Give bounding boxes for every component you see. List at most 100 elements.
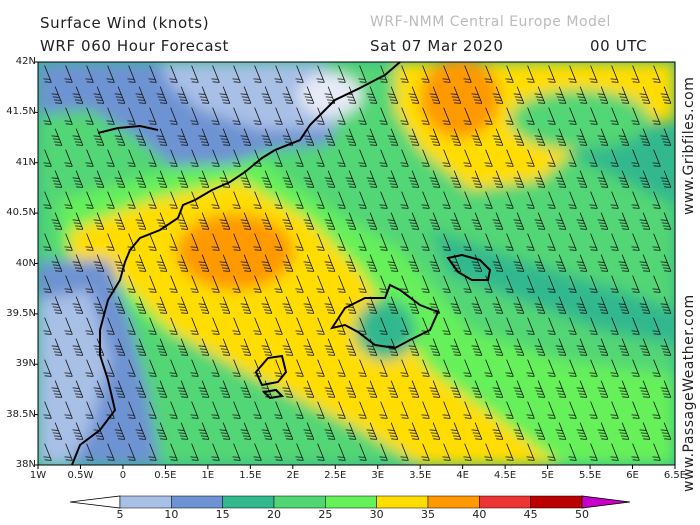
model-name: WRF-NMM Central Europe Model — [370, 14, 611, 30]
lat-label: 38N — [15, 459, 36, 470]
wind-barb — [484, 65, 493, 83]
lon-label: 2.5E — [324, 470, 347, 481]
wind-barb — [442, 107, 451, 125]
wind-barb — [547, 401, 556, 419]
wind-barb — [463, 65, 472, 83]
colorbar-segment — [222, 495, 275, 509]
lon-label: 6E — [626, 470, 639, 481]
wind-barb — [652, 401, 661, 419]
wind-barb — [526, 191, 535, 209]
wind-barb — [93, 170, 105, 188]
wind-barb — [93, 422, 105, 440]
wind-barb — [589, 401, 598, 419]
wind-barb — [190, 233, 199, 251]
wind-barb — [43, 443, 52, 461]
wind-barb — [400, 233, 409, 251]
wind-barb — [450, 86, 462, 104]
wind-barb — [568, 107, 577, 125]
wind-barb — [211, 275, 220, 293]
wind-barb — [463, 317, 472, 335]
wind-barb — [379, 233, 388, 251]
wind-barb — [484, 317, 493, 335]
wind-barb — [429, 422, 441, 440]
wind-barb — [156, 212, 168, 230]
wind-barb — [156, 338, 168, 356]
wind-barb — [610, 401, 619, 419]
wind-barb — [261, 170, 273, 188]
wind-barb — [106, 191, 115, 209]
wind-barb — [547, 233, 556, 251]
wind-barb — [190, 275, 199, 293]
wind-barb — [408, 422, 420, 440]
wind-barb — [72, 170, 84, 188]
wind-barb — [660, 296, 672, 314]
wind-barb — [211, 149, 220, 167]
wind-barb — [610, 107, 619, 125]
wind-barb — [555, 422, 567, 440]
wind-barb — [379, 65, 388, 83]
wind-barb — [324, 170, 336, 188]
wind-barb — [366, 170, 378, 188]
wind-barb — [148, 191, 157, 209]
wind-barb — [219, 212, 231, 230]
wind-barb — [337, 107, 346, 125]
wind-barb — [366, 86, 378, 104]
wind-barb — [505, 149, 514, 167]
wind-barb — [64, 233, 73, 251]
wind-barb — [555, 86, 567, 104]
wind-barb — [534, 212, 546, 230]
wind-barb — [274, 233, 283, 251]
wind-barb — [51, 422, 63, 440]
wind-barb — [43, 317, 52, 335]
colorbar-segment — [530, 495, 583, 509]
wind-barb — [303, 422, 315, 440]
wind-barb — [43, 149, 52, 167]
wind-barb — [261, 338, 273, 356]
wind-barb — [421, 233, 430, 251]
wind-barb — [589, 65, 598, 83]
wind-barb — [639, 212, 651, 230]
colorbar-segment — [171, 495, 223, 509]
wind-barb — [492, 338, 504, 356]
wind-barb — [169, 149, 178, 167]
wind-barb — [43, 65, 52, 83]
wind-barb — [282, 254, 294, 272]
wind-barb — [471, 380, 483, 398]
wind-barb — [366, 296, 378, 314]
wind-barb — [106, 149, 115, 167]
wind-barb — [526, 401, 535, 419]
wind-barb — [471, 86, 483, 104]
wind-barb — [358, 149, 367, 167]
wind-barb — [127, 191, 136, 209]
wind-barb — [387, 86, 399, 104]
wind-barb — [337, 359, 346, 377]
forecast-subtitle: WRF 060 Hour Forecast — [40, 37, 230, 55]
wind-barb — [610, 65, 619, 83]
wind-barb — [555, 128, 567, 146]
wind-barb — [219, 338, 231, 356]
wind-barb — [114, 212, 126, 230]
colorbar-segment — [479, 495, 531, 509]
wind-barb — [211, 191, 220, 209]
wind-barb — [324, 128, 336, 146]
wind-barb — [93, 380, 105, 398]
wind-barb — [303, 296, 315, 314]
wind-barb — [631, 149, 640, 167]
wind-barb — [421, 191, 430, 209]
wind-barb — [295, 149, 304, 167]
wind-barb — [429, 170, 441, 188]
wind-field — [38, 62, 675, 465]
lon-label: 1E — [201, 470, 215, 481]
wind-barb — [85, 149, 94, 167]
wind-barb — [198, 422, 210, 440]
wind-barb — [568, 149, 577, 167]
wind-barb — [240, 212, 252, 230]
wind-barb — [337, 233, 346, 251]
wind-barb — [135, 296, 147, 314]
wind-barb — [513, 380, 525, 398]
wind-barb — [232, 359, 241, 377]
wind-barb — [93, 86, 105, 104]
wind-barb — [358, 401, 367, 419]
wind-barb — [156, 380, 168, 398]
wind-barb — [156, 296, 168, 314]
